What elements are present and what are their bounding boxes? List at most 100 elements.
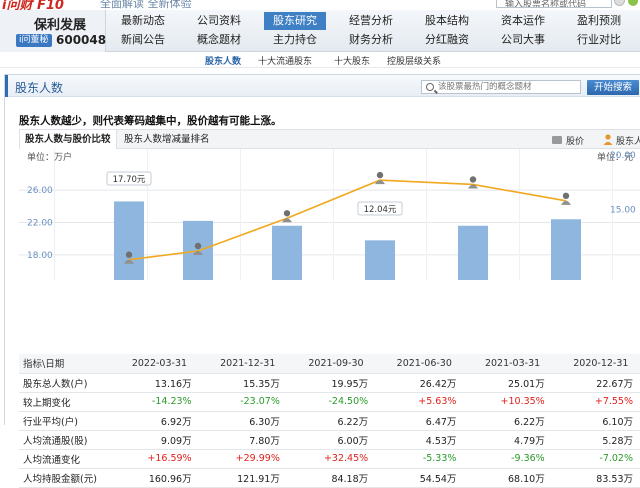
- row-label: 人均持股金额(元): [19, 468, 116, 488]
- table-header-row: 指标\日期 2022-03-31 2021-12-31 2021-09-30 2021…: [19, 354, 640, 374]
- nav-item-7[interactable]: 新闻公告: [121, 33, 165, 46]
- left-unit-label: 单位：万户: [27, 151, 72, 163]
- subnav-item-1[interactable]: 十大流通股东: [258, 57, 313, 67]
- date-header: 2021-03-31: [468, 354, 557, 374]
- table-cell: 4.53万: [380, 430, 469, 450]
- price-line: [128, 179, 567, 261]
- table-cell: -14.23%: [115, 392, 204, 412]
- marker-body: [561, 200, 571, 205]
- shareholder-section: 股东人数 开始搜索 股东人数越少，则代表筹码越集中，股价越有可能上涨。 股东人数…: [4, 74, 640, 488]
- section-title: 股东人数: [15, 81, 64, 95]
- table-cell: +16.59%: [115, 449, 204, 469]
- start-search-button[interactable]: 开始搜索: [587, 80, 639, 95]
- holders-bar: [114, 201, 144, 280]
- subnav-item-3[interactable]: 控股层级关系: [387, 57, 442, 67]
- subnav-item-0[interactable]: 股东人数: [205, 57, 242, 67]
- annotation-box: [106, 171, 152, 186]
- top-strip: i问财 F10 全面解读 全新体验 输入股票名称或代码: [0, 0, 640, 10]
- marker-series: [124, 171, 571, 264]
- nav-item-0[interactable]: 最新动态: [121, 14, 165, 27]
- tab-holders-change-rank[interactable]: 股东人数增减量排名: [124, 134, 210, 145]
- marker-head: [376, 171, 384, 179]
- annotation-label: 12.04元: [364, 205, 397, 215]
- sub-nav: 股东人数 十大流通股东 十大股东 控股层级关系: [0, 52, 640, 68]
- plot-background: [19, 149, 640, 280]
- table-cell: 26.42万: [380, 373, 469, 393]
- nav-item-13[interactable]: 行业对比: [577, 33, 621, 46]
- search-go-icon[interactable]: [614, 0, 625, 6]
- concept-search-box: [421, 80, 581, 94]
- table-cell: +32.45%: [291, 449, 381, 469]
- marker-body: [468, 184, 478, 189]
- left-tick-label: 18.00: [27, 251, 53, 261]
- marker-head: [469, 176, 477, 183]
- nav-item-5[interactable]: 资本运作: [501, 14, 545, 27]
- date-header: 2021-06-30: [380, 354, 469, 374]
- nav-item-8[interactable]: 概念题材: [197, 33, 241, 46]
- row-label: 较上期变化: [19, 392, 116, 412]
- table-row: 人均持股金额(元) 160.96万 121.91万 84.18万 54.54万 68.10…: [19, 468, 640, 488]
- holders-bar: [365, 240, 395, 280]
- marker-head: [194, 242, 202, 250]
- ask-secretary-button[interactable]: i问董秘: [16, 34, 52, 47]
- nav-item-10[interactable]: 财务分析: [349, 33, 393, 46]
- marker-head: [125, 251, 133, 258]
- nav-item-9[interactable]: 主力持仓: [273, 33, 317, 46]
- app-logo: i问财 F10: [2, 0, 64, 10]
- nav-item-4[interactable]: 股本结构: [425, 14, 469, 27]
- table-cell: -7.02%: [556, 449, 640, 469]
- nav-item-2[interactable]: 股东研究: [264, 12, 326, 30]
- chart-grid: [19, 149, 640, 280]
- status-icon: [628, 0, 638, 6]
- global-search-input[interactable]: 输入股票名称或代码: [496, 0, 612, 8]
- table-cell: +5.63%: [380, 392, 469, 412]
- table-cell: 83.53万: [556, 468, 640, 488]
- subnav-item-2[interactable]: 十大股东: [334, 57, 371, 67]
- marker-head: [562, 192, 570, 200]
- main-nav: 最新动态 公司资料 股东研究 经营分析 股本结构 资本运作 盈利预测新闻公告 概念题材 主力持仓…: [112, 10, 640, 52]
- left-tick-label: 26.00: [27, 186, 53, 196]
- header-label: 指标\日期: [19, 354, 116, 374]
- table-row: 股东总人数(户) 13.16万 15.35万 19.95万 26.42万 25.01万 22…: [19, 373, 640, 393]
- holders-table: 指标\日期 2022-03-31 2021-12-31 2021-09-30 2021…: [19, 354, 640, 488]
- table-cell: 9.09万: [115, 430, 204, 450]
- table-cell: 7.80万: [203, 430, 292, 450]
- row-label: 人均流通股(股): [19, 430, 116, 450]
- marker-body: [124, 259, 134, 264]
- concept-search-input[interactable]: [438, 81, 578, 93]
- table-cell: 19.95万: [291, 373, 381, 393]
- stock-code: 600048: [56, 33, 107, 47]
- right-tick-label: 20.00: [610, 151, 636, 161]
- nav-item-12[interactable]: 公司大事: [501, 33, 545, 46]
- table-cell: 13.16万: [115, 373, 204, 393]
- section-note: 股东人数越少，则代表筹码越集中，股价越有可能上涨。: [19, 115, 282, 127]
- table-cell: 6.10万: [556, 411, 640, 431]
- table-cell: 160.96万: [115, 468, 204, 488]
- nav-item-3[interactable]: 经营分析: [349, 14, 393, 27]
- table-row: 人均流通变化 +16.59% +29.99% +32.45% -5.33% -9.36% -…: [19, 449, 640, 469]
- table-cell: 6.22万: [291, 411, 381, 431]
- tab-holders-vs-price[interactable]: 股东人数与股价比较: [19, 130, 117, 149]
- right-tick-label: 15.00: [610, 206, 636, 216]
- table-cell: +29.99%: [203, 449, 292, 469]
- nav-item-6[interactable]: 盈利预测: [577, 14, 621, 27]
- table-cell: 54.54万: [380, 468, 469, 488]
- bar-series: [114, 201, 581, 280]
- nav-item-1[interactable]: 公司资料: [197, 14, 241, 27]
- marker-body: [375, 180, 385, 185]
- table-cell: 6.00万: [291, 430, 381, 450]
- table-cell: +7.55%: [556, 392, 640, 412]
- table-cell: 68.10万: [468, 468, 557, 488]
- holders-legend-label: 股东人数: [616, 137, 640, 147]
- table-cell: 6.22万: [468, 411, 557, 431]
- date-header: 2021-09-30: [291, 354, 381, 374]
- holders-bar: [272, 225, 302, 280]
- holders-bar: [458, 225, 488, 280]
- table-cell: 22.67万: [556, 373, 640, 393]
- app-slogan: 全面解读 全新体验: [100, 0, 192, 10]
- row-label: 人均流通变化: [19, 449, 116, 469]
- nav-item-11[interactable]: 分红融资: [425, 33, 469, 46]
- person-marker: [561, 192, 571, 205]
